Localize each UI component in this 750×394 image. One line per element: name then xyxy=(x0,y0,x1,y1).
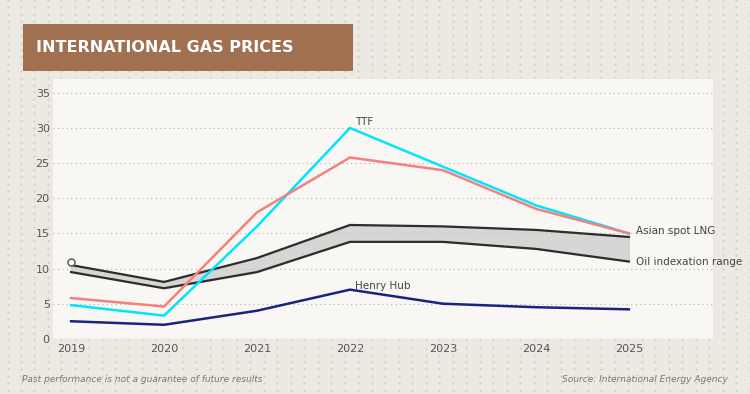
Text: INTERNATIONAL GAS PRICES: INTERNATIONAL GAS PRICES xyxy=(36,40,293,55)
Text: Oil indexation range: Oil indexation range xyxy=(636,256,742,266)
Text: Source: International Energy Agency: Source: International Energy Agency xyxy=(562,375,728,384)
Text: Past performance is not a guarantee of future results: Past performance is not a guarantee of f… xyxy=(22,375,263,384)
Text: Asian spot LNG: Asian spot LNG xyxy=(636,226,716,236)
Text: Henry Hub: Henry Hub xyxy=(355,281,410,291)
Text: TTF: TTF xyxy=(355,117,373,127)
